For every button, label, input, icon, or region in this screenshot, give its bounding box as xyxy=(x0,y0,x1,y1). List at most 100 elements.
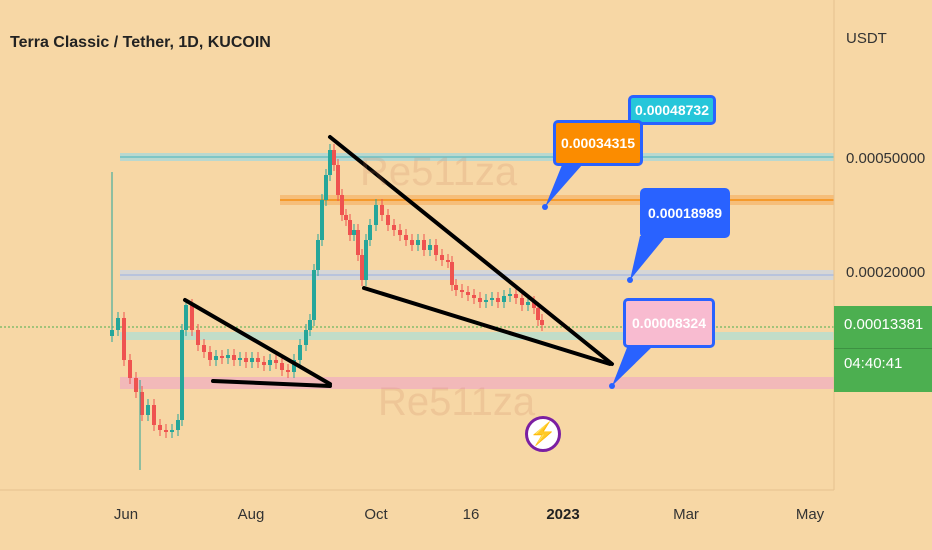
candle-body xyxy=(428,245,432,250)
callout-label-pink[interactable]: 0.00008324 xyxy=(623,298,715,348)
last-price-value: 0.00013381 xyxy=(844,316,924,333)
x-tick-label: Aug xyxy=(237,506,265,523)
candle-body xyxy=(320,200,324,240)
triangle-lower-trendline xyxy=(211,379,332,388)
candle-body xyxy=(328,150,332,175)
candle-body xyxy=(496,298,500,302)
callout-pointer-blue xyxy=(630,236,666,280)
candle-body xyxy=(238,358,242,360)
candle-body xyxy=(184,305,188,330)
candle-body xyxy=(360,255,364,280)
candle-body xyxy=(460,290,464,292)
x-tick-label: May xyxy=(795,506,825,523)
candle-body xyxy=(298,345,302,360)
candle-body xyxy=(286,370,290,372)
candle-body xyxy=(526,302,530,305)
candle-body xyxy=(180,330,184,420)
candle-body xyxy=(312,270,316,320)
candle-body xyxy=(386,215,390,225)
candle-body xyxy=(536,308,540,320)
candle-body xyxy=(502,296,506,302)
candle-body xyxy=(434,245,438,255)
candle-body xyxy=(128,360,132,378)
candle-countdown: 04:40:41 xyxy=(844,355,903,372)
candle-body xyxy=(344,215,348,220)
candle-body xyxy=(170,430,174,432)
candle-body xyxy=(446,260,450,262)
price-axis-unit: USDT xyxy=(846,30,887,47)
candle-body xyxy=(214,356,218,360)
candle-body xyxy=(348,220,352,235)
y-tick-label: 0.00020000 xyxy=(846,264,926,281)
candle-body xyxy=(122,318,126,360)
candle-body xyxy=(176,420,180,430)
candle-body xyxy=(274,360,278,363)
last-price-tag: 0.00013381 04:40:41 xyxy=(834,306,932,392)
callout-label-cyan[interactable]: 0.00048732 xyxy=(628,95,716,125)
wedge-lower-trendline xyxy=(362,286,612,366)
candle-body xyxy=(508,294,512,296)
candle-body xyxy=(532,302,536,308)
y-tick-label: 0.00050000 xyxy=(846,150,926,167)
watermark-bottom: Re511za xyxy=(378,380,536,424)
candle-body xyxy=(336,165,340,195)
candle-body xyxy=(268,360,272,365)
callout-label-blue[interactable]: 0.00018989 xyxy=(640,188,730,238)
candle-body xyxy=(116,318,120,330)
callout-pointer-orange xyxy=(545,165,582,207)
candle-body xyxy=(304,330,308,345)
candle-body xyxy=(110,330,114,336)
watermark-top: Re511za xyxy=(360,150,518,194)
callout-label-orange[interactable]: 0.00034315 xyxy=(553,120,643,166)
candle-body xyxy=(466,292,470,295)
candle-body xyxy=(416,240,420,245)
candle-body xyxy=(340,195,344,215)
candle-body xyxy=(280,363,284,370)
candle-body xyxy=(164,430,168,432)
candle-body xyxy=(324,175,328,200)
candle-body xyxy=(152,405,156,425)
candle-body xyxy=(356,230,360,255)
x-tick-label: Oct xyxy=(364,506,388,523)
candle-body xyxy=(422,240,426,250)
candle-body xyxy=(450,262,454,285)
candle-body xyxy=(244,358,248,362)
candle-body xyxy=(202,345,206,352)
level-band-teal xyxy=(120,332,834,340)
callout-pointer-pink xyxy=(612,345,654,386)
candle-body xyxy=(352,230,356,235)
candle-body xyxy=(410,240,414,245)
wedge-upper-trendline xyxy=(328,135,614,366)
candle-body xyxy=(392,225,396,230)
price-tag-divider xyxy=(834,348,932,349)
candle-body xyxy=(220,356,224,358)
lightning-bolt-icon[interactable]: ⚡ xyxy=(525,416,561,452)
candle-body xyxy=(316,240,320,270)
candle-body xyxy=(332,150,336,165)
candle-body xyxy=(308,320,312,330)
candle-body xyxy=(478,298,482,302)
x-tick-label: Mar xyxy=(673,506,699,523)
candle-body xyxy=(472,295,476,298)
candle-body xyxy=(520,298,524,305)
candle-body xyxy=(292,360,296,372)
candle-body xyxy=(364,240,368,280)
candle-body xyxy=(262,362,266,365)
candle-body xyxy=(250,358,254,362)
candle-body xyxy=(158,425,162,430)
candle-body xyxy=(140,392,144,415)
candle-body xyxy=(454,285,458,290)
x-tick-label: 16 xyxy=(462,506,480,523)
candle-body xyxy=(134,378,138,392)
callout-anchor-blue xyxy=(627,277,633,283)
candle-body xyxy=(146,405,150,415)
x-tick-label: 2023 xyxy=(546,506,580,523)
candle-body xyxy=(514,294,518,298)
candle-body xyxy=(374,205,378,225)
callout-anchor-pink xyxy=(609,383,615,389)
candle-body xyxy=(232,355,236,360)
candle-body xyxy=(226,355,230,358)
callout-anchor-orange xyxy=(542,204,548,210)
